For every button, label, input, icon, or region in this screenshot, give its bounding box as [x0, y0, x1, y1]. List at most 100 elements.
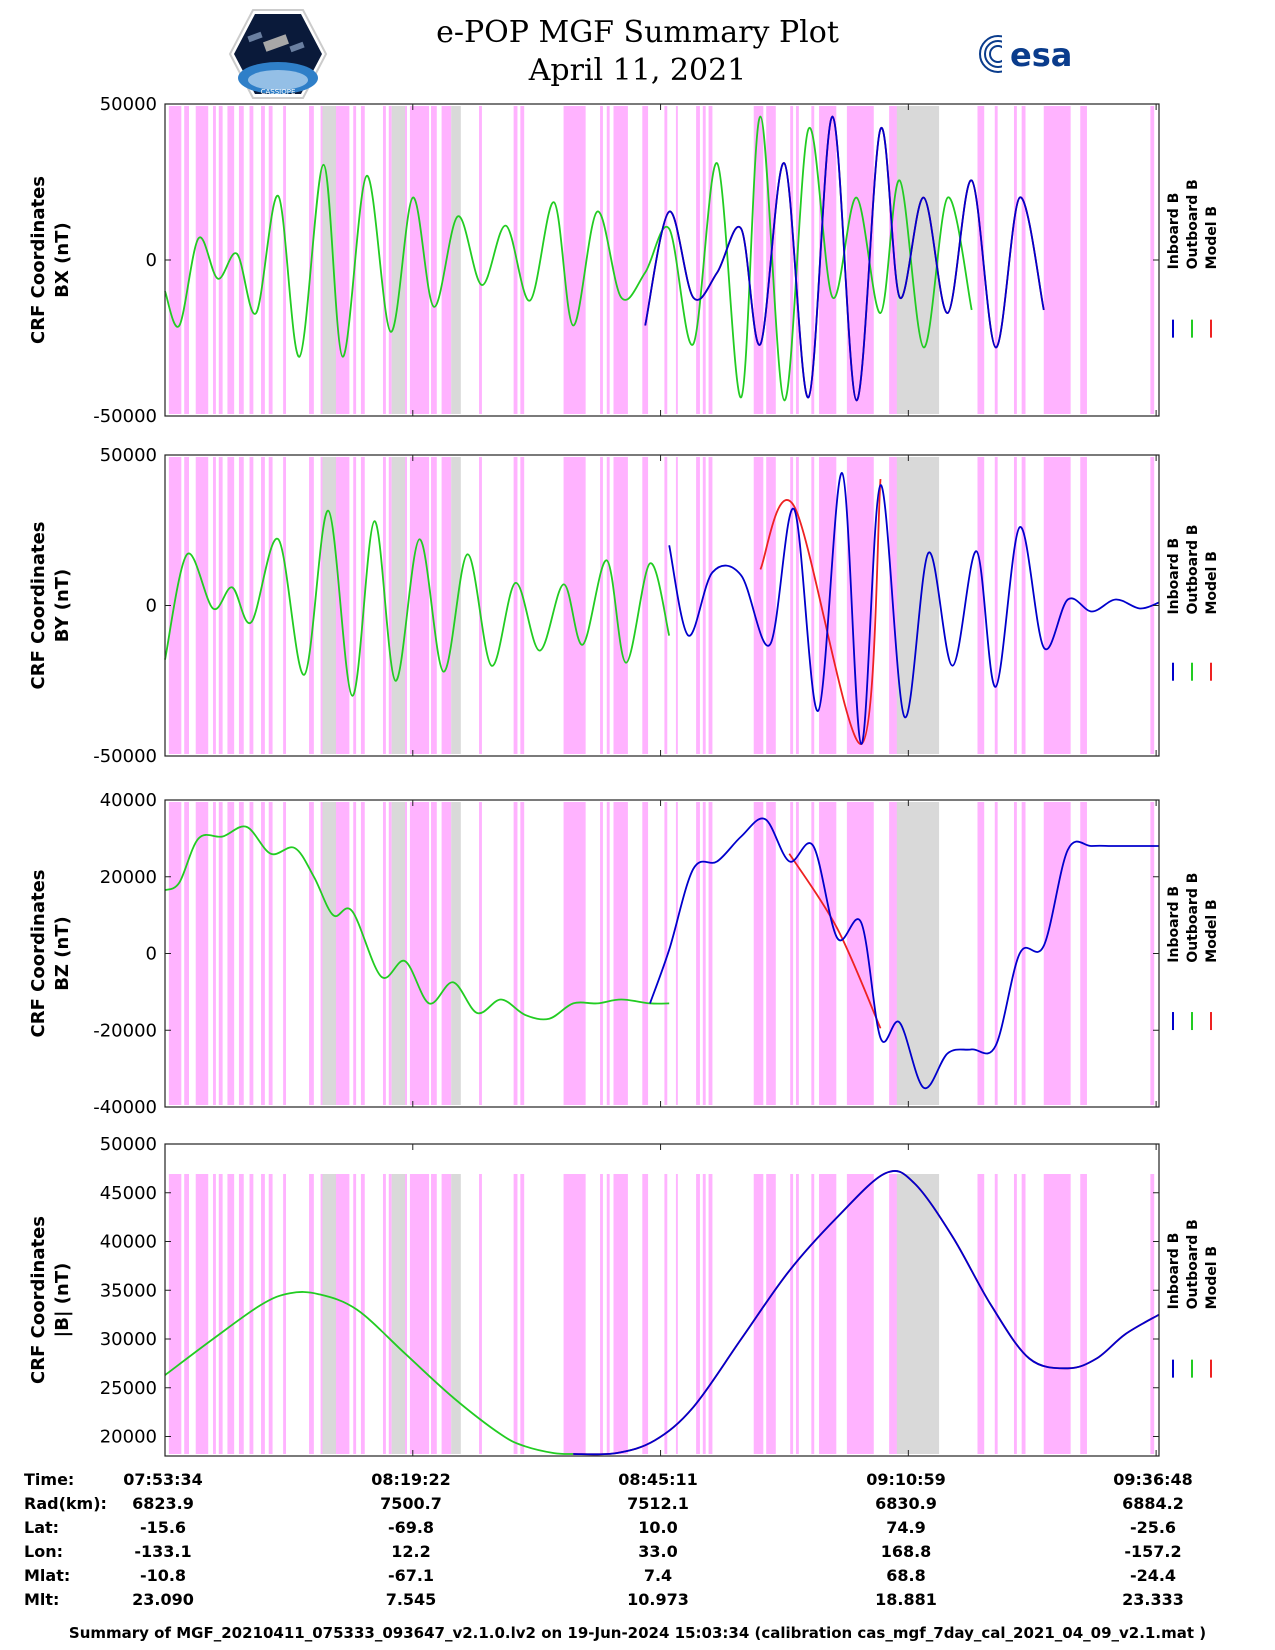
shade-band [213, 802, 216, 1105]
shade-band [479, 1174, 482, 1454]
shade-band [1021, 802, 1026, 1105]
shade-band [664, 1174, 668, 1454]
shade-band [227, 802, 235, 1105]
shade-band [600, 802, 603, 1105]
legend-label: Inboard B [1166, 1233, 1182, 1310]
y-tick-label: 0 [146, 250, 157, 271]
shade-band [795, 1174, 799, 1454]
table-cell: 07:53:34 [123, 1470, 203, 1489]
shade-band [994, 802, 998, 1105]
shade-band [388, 802, 392, 1105]
y-tick-label: 35000 [100, 1280, 157, 1301]
row-label-mlt: Mlt: [24, 1590, 60, 1609]
orbit-info-table: Time: Rad(km): Lat: Lon: Mlat: Mlt: 07:5… [0, 1470, 1275, 1630]
shade-band [708, 802, 713, 1105]
shade-band [563, 802, 586, 1105]
shade-band [513, 802, 518, 1105]
y-axis-label-line2: BX (nT) [52, 222, 73, 297]
shade-band-gray [322, 457, 336, 754]
shade-band [1080, 106, 1087, 414]
shade-band [383, 106, 386, 414]
series-line-outboard-b [164, 1291, 574, 1455]
shade-band [1150, 106, 1155, 414]
shade-band [1021, 106, 1026, 414]
shade-band [409, 1174, 430, 1454]
shade-band [184, 802, 190, 1105]
shade-band [431, 106, 437, 414]
shade-band [353, 802, 357, 1105]
table-cell: 6830.9 [875, 1494, 937, 1513]
shade-band [642, 457, 649, 754]
shade-band [249, 802, 254, 1105]
shade-band [846, 802, 874, 1105]
legend-label: Model B [1204, 206, 1220, 269]
cassiope-logo: CASSIOPE [228, 9, 328, 99]
shade-band [249, 457, 254, 754]
table-cell: -157.2 [1124, 1542, 1182, 1561]
shade-band [520, 1174, 525, 1454]
shade-band [563, 1174, 586, 1454]
title-line-1: e-POP MGF Summary Plot [436, 15, 839, 50]
shade-band [409, 802, 430, 1105]
title-line-2: April 11, 2021 [528, 53, 747, 88]
y-tick-label: 0 [146, 596, 157, 617]
panel-bz: 40000 20000 0 -20000 -40000 CRF Coordinates BZ… [28, 790, 1220, 1118]
table-cell: 10.0 [638, 1518, 678, 1537]
shade-band-gray [322, 106, 336, 414]
shade-band [383, 1174, 386, 1454]
y-axis-label-line1: CRF Coordinates [28, 522, 49, 690]
shade-band [790, 1174, 794, 1454]
shade-band-gray [391, 106, 406, 414]
y-axis-label-line1: CRF Coordinates [28, 870, 49, 1038]
shade-band [613, 1174, 628, 1454]
shade-band [283, 457, 287, 754]
esa-logo-text: esa [1010, 36, 1072, 74]
shade-band [479, 802, 482, 1105]
shade-band [195, 457, 209, 754]
shade-band [431, 1174, 437, 1454]
shade-band [168, 106, 182, 414]
shade-band-gray [896, 1174, 940, 1454]
shade-band [283, 106, 287, 414]
plot-frame [164, 799, 1160, 1108]
shade-band [184, 457, 190, 754]
y-tick-label: 50000 [100, 94, 157, 115]
shade-band [431, 457, 437, 754]
y-axis-label-line1: CRF Coordinates [28, 176, 49, 344]
shade-band-gray [322, 802, 336, 1105]
shade-band [708, 1174, 713, 1454]
shade-band [1021, 457, 1026, 754]
shade-band [606, 457, 610, 754]
shade-band [819, 106, 837, 414]
legend-label: Outboard B [1185, 524, 1201, 614]
series-line-inboard-b [644, 115, 1045, 402]
shade-band [238, 106, 244, 414]
shade-band [261, 1174, 265, 1454]
legend-label: Inboard B [1166, 538, 1182, 615]
shade-band [819, 802, 837, 1105]
shade-band [811, 106, 815, 414]
shade-band [600, 457, 603, 754]
y-axis-label-line2: BZ (nT) [52, 916, 73, 991]
y-tick-label: 30000 [100, 1329, 157, 1350]
shade-band [696, 802, 700, 1105]
y-axis-label-line2: |B| (nT) [52, 1263, 73, 1338]
esa-logo: esa [979, 34, 1072, 74]
shade-band [1043, 457, 1071, 754]
shade-band [195, 802, 209, 1105]
shade-band [309, 802, 314, 1105]
shade-band [1080, 1174, 1087, 1454]
shade-band [168, 802, 182, 1105]
table-cell: 6884.2 [1122, 1494, 1184, 1513]
shade-band [388, 457, 392, 754]
shade-band [409, 457, 430, 754]
shade-band [409, 106, 430, 414]
y-tick-label: 40000 [100, 1232, 157, 1253]
shade-band [261, 802, 265, 1105]
shade-band [675, 457, 678, 754]
shade-band [708, 106, 713, 414]
shade-band [195, 106, 209, 414]
shade-band [1013, 457, 1017, 754]
shade-band [811, 1174, 815, 1454]
table-cell: 08:19:22 [371, 1470, 451, 1489]
